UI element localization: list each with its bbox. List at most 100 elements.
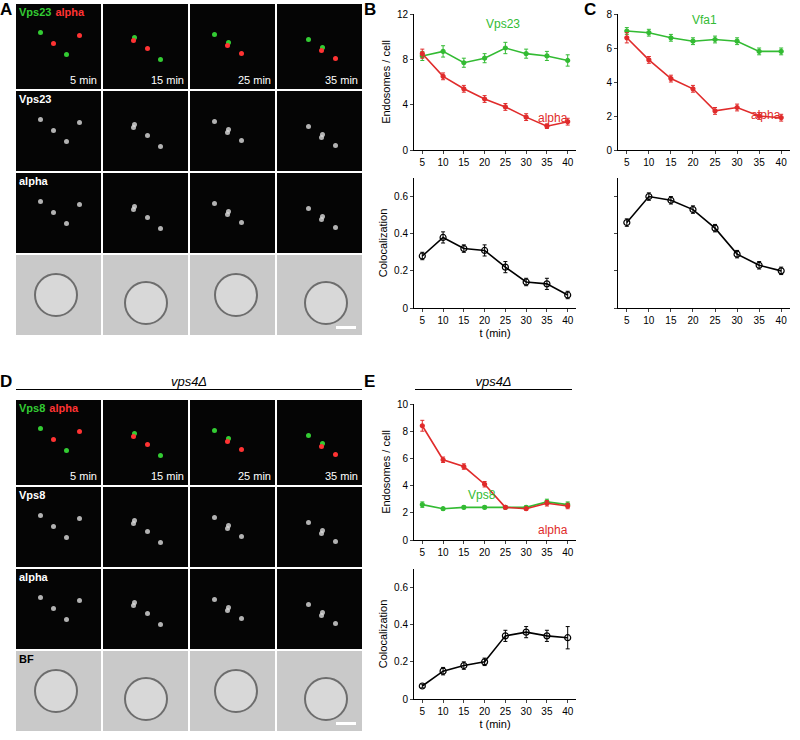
svg-text:0: 0 xyxy=(402,694,408,705)
svg-text:20: 20 xyxy=(687,157,699,168)
svg-text:15: 15 xyxy=(665,157,677,168)
svg-text:15: 15 xyxy=(458,157,470,168)
html-text:25 min: 25 min xyxy=(238,470,271,482)
svg-text:8: 8 xyxy=(606,9,612,20)
svg-text:15: 15 xyxy=(458,547,470,558)
svg-text:15: 15 xyxy=(665,315,677,326)
html-text:35 min: 35 min xyxy=(325,74,358,86)
svg-text:alpha: alpha xyxy=(538,523,568,537)
html-text:alpha: alpha xyxy=(19,175,48,187)
svg-text:20: 20 xyxy=(479,547,491,558)
svg-text:0: 0 xyxy=(402,303,408,314)
svg-text:15: 15 xyxy=(458,315,470,326)
svg-text:40: 40 xyxy=(562,157,574,168)
svg-text:10: 10 xyxy=(438,315,450,326)
svg-text:0.2: 0.2 xyxy=(394,656,408,667)
svg-text:25: 25 xyxy=(500,315,512,326)
html-text:vps4Δ: vps4Δ xyxy=(170,374,208,389)
svg-text:10: 10 xyxy=(438,547,450,558)
html-text:B: B xyxy=(364,0,377,19)
svg-text:10: 10 xyxy=(643,157,655,168)
svg-text:30: 30 xyxy=(732,157,744,168)
svg-text:0: 0 xyxy=(402,145,408,156)
html-text:5 min: 5 min xyxy=(70,74,97,86)
svg-text:10: 10 xyxy=(397,399,409,410)
svg-text:5: 5 xyxy=(420,547,426,558)
svg-text:8: 8 xyxy=(402,54,408,65)
html-text:5 min: 5 min xyxy=(70,470,97,482)
svg-text:30: 30 xyxy=(732,315,744,326)
svg-text:Vfa1: Vfa1 xyxy=(692,13,717,27)
svg-text:25: 25 xyxy=(500,706,512,717)
html-text:Vps23: Vps23 xyxy=(19,93,52,105)
svg-text:35: 35 xyxy=(541,706,553,717)
svg-text:40: 40 xyxy=(776,315,788,326)
html-text:vps4Δ: vps4Δ xyxy=(475,374,512,389)
svg-text:30: 30 xyxy=(521,706,533,717)
svg-text:4: 4 xyxy=(402,480,408,491)
svg-text:35: 35 xyxy=(541,315,553,326)
svg-text:20: 20 xyxy=(479,315,491,326)
svg-text:30: 30 xyxy=(521,157,533,168)
svg-text:35: 35 xyxy=(754,157,766,168)
svg-text:0.6: 0.6 xyxy=(394,582,408,593)
svg-text:40: 40 xyxy=(776,157,788,168)
html-text:Vps23 alpha: Vps23 alpha xyxy=(19,6,85,18)
svg-text:40: 40 xyxy=(562,547,574,558)
svg-text:5: 5 xyxy=(624,157,630,168)
svg-text:5: 5 xyxy=(420,315,426,326)
svg-text:10: 10 xyxy=(438,706,450,717)
html-text:15 min: 15 min xyxy=(151,74,184,86)
svg-text:0: 0 xyxy=(402,535,408,546)
html-text:15 min: 15 min xyxy=(151,470,184,482)
svg-text:12: 12 xyxy=(397,9,409,20)
svg-text:10: 10 xyxy=(643,315,655,326)
svg-text:20: 20 xyxy=(687,315,699,326)
svg-text:6: 6 xyxy=(402,453,408,464)
svg-text:Vps23: Vps23 xyxy=(486,17,520,31)
svg-text:25: 25 xyxy=(500,157,512,168)
svg-text:6: 6 xyxy=(606,43,612,54)
svg-text:25: 25 xyxy=(709,315,721,326)
svg-text:35: 35 xyxy=(541,547,553,558)
svg-text:25: 25 xyxy=(500,547,512,558)
svg-text:Vps8: Vps8 xyxy=(468,488,496,502)
svg-text:Endosomes / cell: Endosomes / cell xyxy=(380,40,392,124)
svg-text:5: 5 xyxy=(420,157,426,168)
svg-text:0.4: 0.4 xyxy=(394,228,408,239)
svg-text:t (min): t (min) xyxy=(479,327,510,339)
svg-text:Endosomes / cell: Endosomes / cell xyxy=(380,430,392,514)
svg-text:t (min): t (min) xyxy=(479,718,510,730)
svg-text:Colocalization: Colocalization xyxy=(377,600,389,668)
svg-text:8: 8 xyxy=(402,426,408,437)
svg-text:10: 10 xyxy=(438,157,450,168)
html-text:C: C xyxy=(584,0,597,19)
svg-text:40: 40 xyxy=(562,706,574,717)
svg-text:25: 25 xyxy=(709,157,721,168)
svg-text:Colocalization: Colocalization xyxy=(377,209,389,277)
svg-text:40: 40 xyxy=(562,315,574,326)
svg-text:15: 15 xyxy=(458,706,470,717)
svg-text:20: 20 xyxy=(479,157,491,168)
svg-text:0.6: 0.6 xyxy=(394,191,408,202)
svg-text:2: 2 xyxy=(402,507,408,518)
svg-text:4: 4 xyxy=(402,99,408,110)
svg-text:30: 30 xyxy=(521,547,533,558)
svg-text:35: 35 xyxy=(754,315,766,326)
svg-text:0.2: 0.2 xyxy=(394,265,408,276)
svg-text:5: 5 xyxy=(420,706,426,717)
svg-text:alpha: alpha xyxy=(751,108,781,122)
html-text:Vps8 alpha: Vps8 alpha xyxy=(19,402,78,414)
html-text:D: D xyxy=(0,372,13,391)
svg-text:alpha: alpha xyxy=(538,111,568,125)
svg-text:35: 35 xyxy=(541,157,553,168)
svg-text:0.4: 0.4 xyxy=(394,619,408,630)
svg-text:30: 30 xyxy=(521,315,533,326)
svg-text:20: 20 xyxy=(479,706,491,717)
html-text:A: A xyxy=(0,0,13,19)
svg-text:4: 4 xyxy=(606,77,612,88)
svg-text:0: 0 xyxy=(606,145,612,156)
html-text:25 min: 25 min xyxy=(238,74,271,86)
svg-text:2: 2 xyxy=(606,111,612,122)
svg-text:5: 5 xyxy=(624,315,630,326)
